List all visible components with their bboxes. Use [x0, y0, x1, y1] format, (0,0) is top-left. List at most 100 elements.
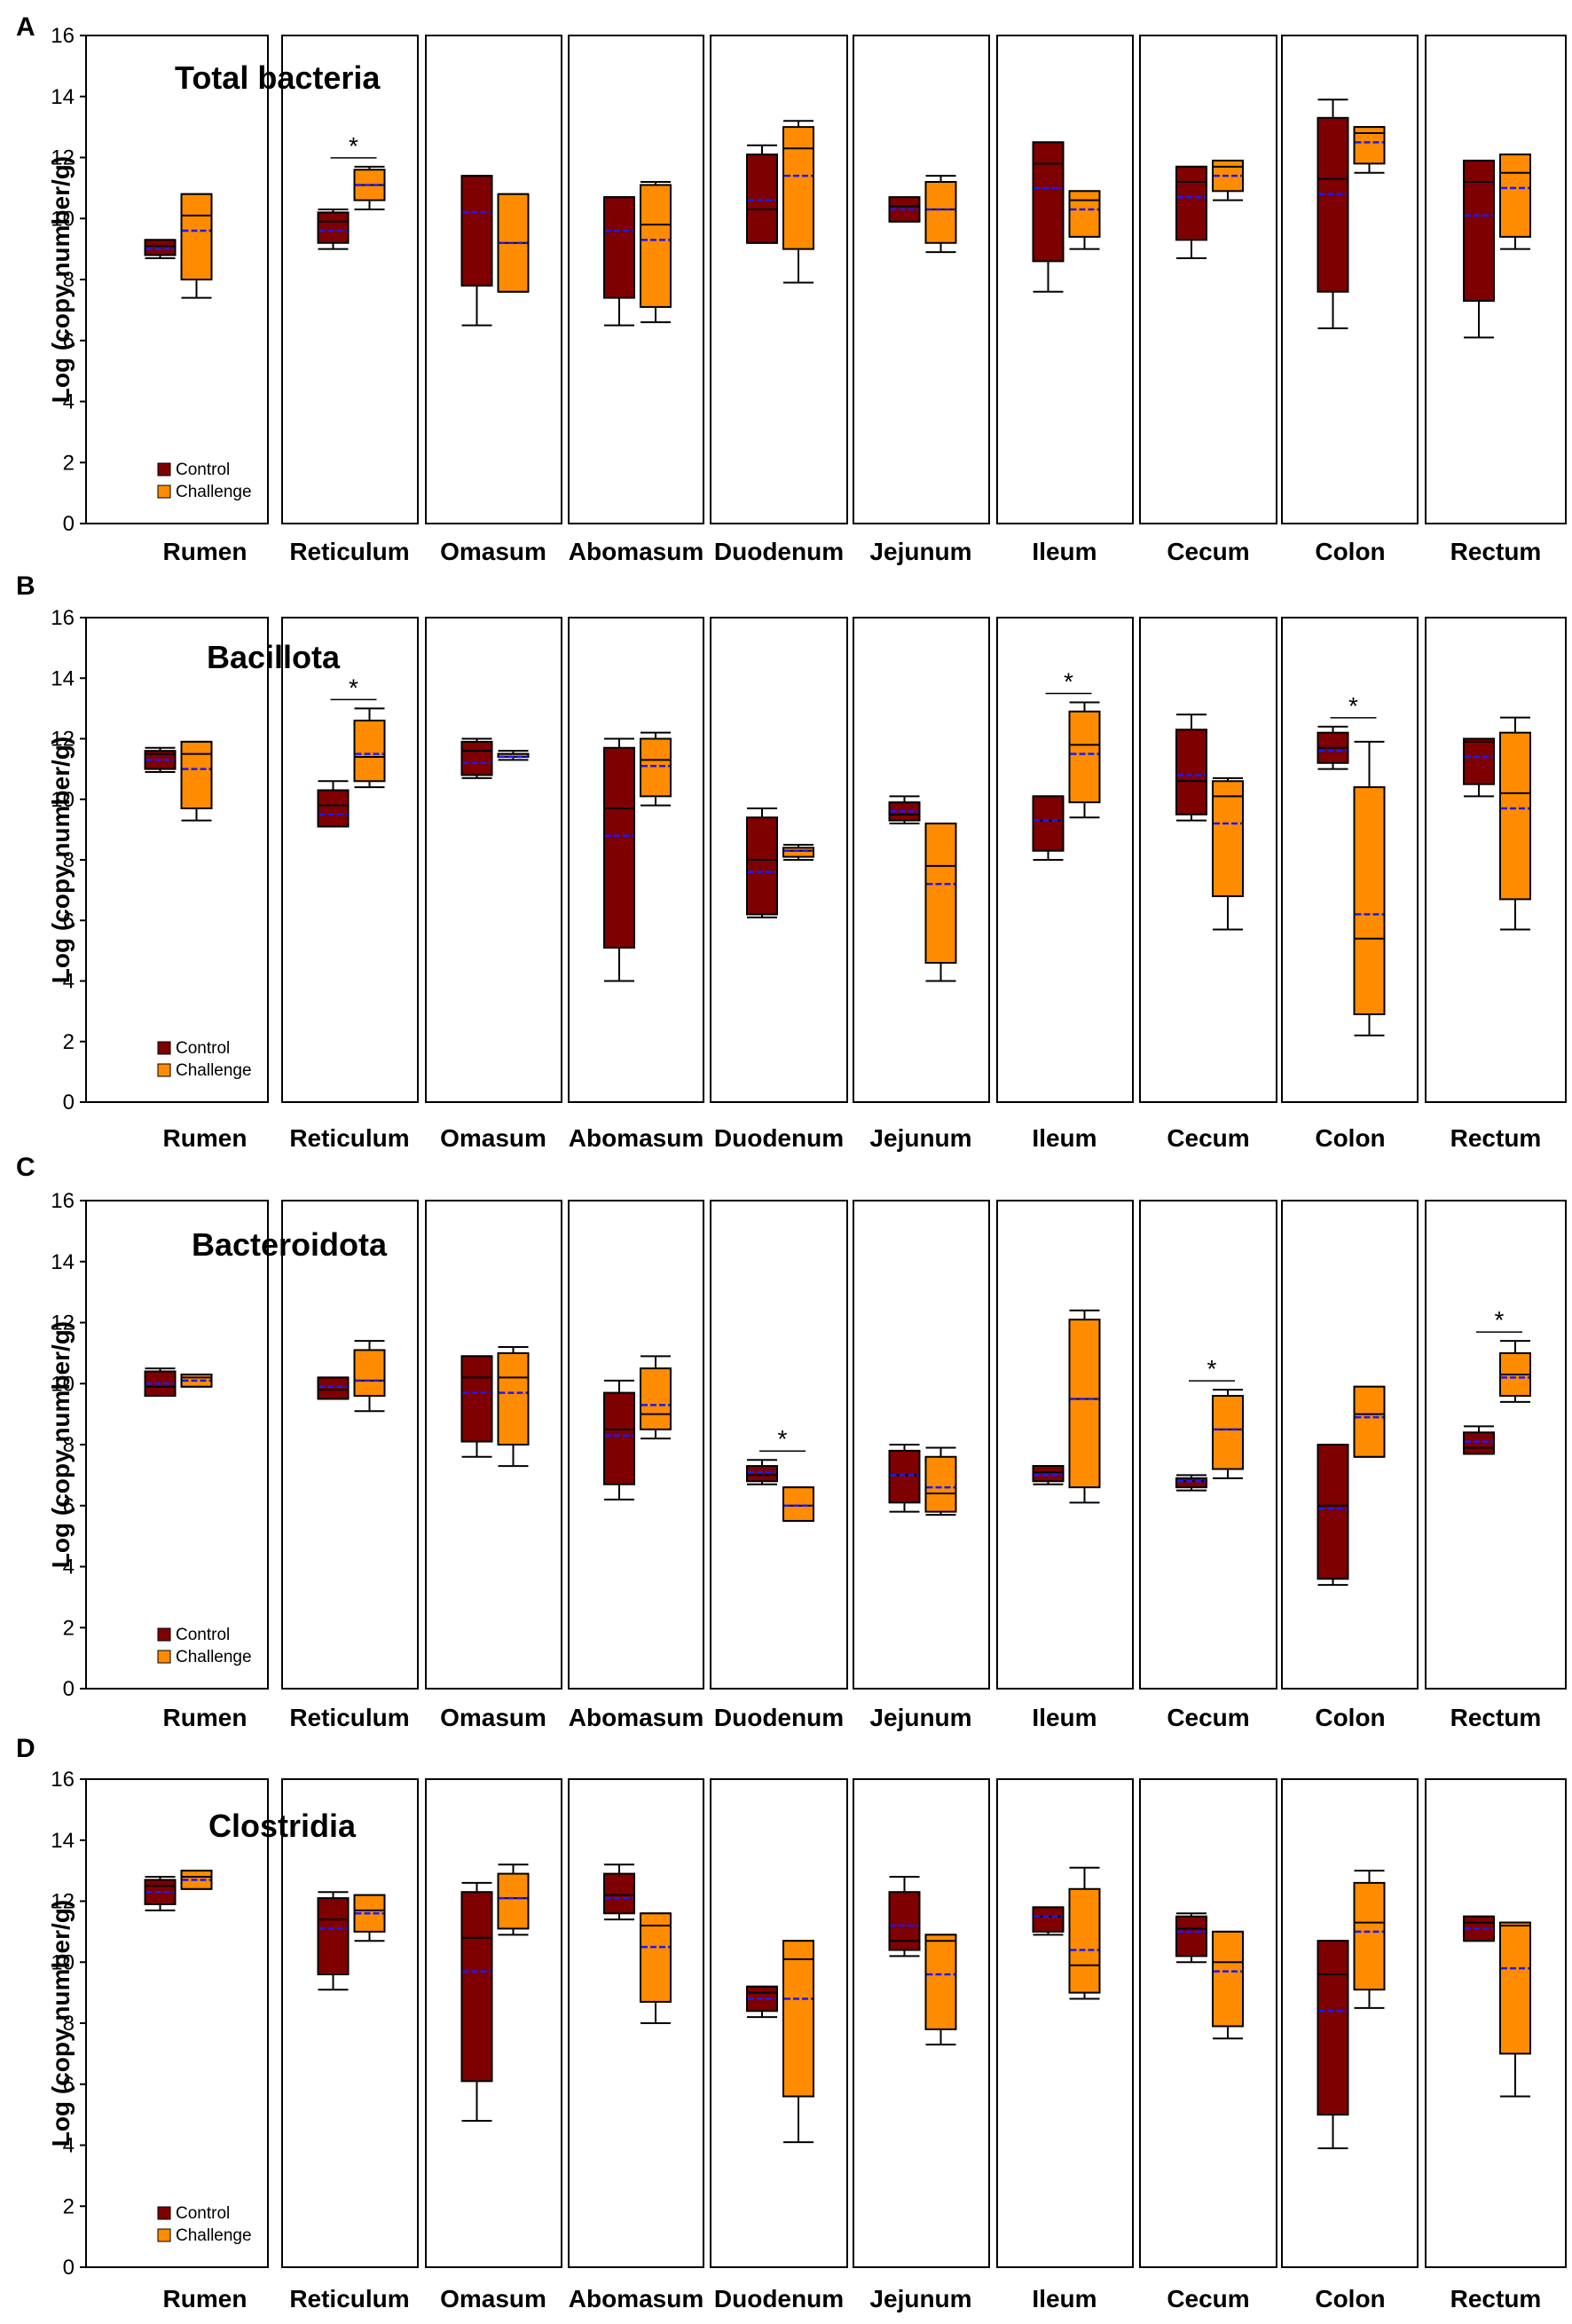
y-tick-label: 0 — [63, 512, 75, 536]
box-challenge — [924, 823, 957, 982]
box-control — [460, 737, 493, 779]
subplot-frame-9 — [1425, 35, 1567, 524]
box-challenge — [924, 1446, 957, 1517]
box-iqr — [1068, 190, 1101, 238]
box-iqr — [1068, 1887, 1101, 1994]
category-label: Reticulum — [289, 538, 409, 565]
box-control — [1463, 737, 1495, 798]
box-challenge — [1212, 1930, 1244, 2040]
significance-star: * — [778, 1425, 788, 1453]
y-tick-label: 2 — [63, 451, 75, 475]
box-iqr — [1463, 159, 1495, 303]
category-label: Abomasum — [569, 538, 703, 565]
box-control — [1032, 795, 1065, 861]
box-challenge — [640, 731, 672, 807]
subplot-frame-4 — [710, 1778, 848, 2268]
box-iqr — [497, 1872, 530, 1930]
box-control — [144, 1367, 177, 1397]
significance-star: * — [349, 132, 358, 160]
box-challenge — [1212, 776, 1244, 931]
subplot-frame-1 — [281, 617, 419, 1103]
box-iqr — [1463, 737, 1495, 785]
y-tick-label: 10 — [51, 788, 75, 812]
y-tick-label: 14 — [51, 85, 75, 109]
box-control — [1317, 98, 1349, 329]
box-challenge — [1353, 1870, 1386, 2009]
box-iqr — [603, 196, 635, 299]
subplot-frame-6 — [996, 35, 1134, 524]
box-control — [317, 780, 350, 828]
subplot-frame-2 — [425, 1778, 562, 2268]
box-iqr — [180, 740, 213, 809]
box-control — [1032, 141, 1065, 293]
box-iqr — [1175, 165, 1207, 241]
box-iqr — [603, 1872, 635, 1915]
box-challenge — [1068, 1309, 1101, 1504]
subplot-frame-7 — [1139, 35, 1277, 524]
category-label: Rectum — [1450, 1704, 1542, 1731]
significance-star: * — [1495, 1306, 1505, 1334]
box-iqr — [640, 1367, 672, 1430]
y-tick-label: 8 — [63, 1433, 75, 1457]
box-challenge — [1353, 126, 1386, 174]
box-challenge — [1499, 1340, 1531, 1403]
legend-swatch — [157, 484, 171, 499]
box-iqr — [317, 789, 350, 828]
legend-swatch — [157, 1041, 171, 1055]
box-challenge — [1499, 154, 1531, 250]
category-label: Ileum — [1032, 1704, 1096, 1731]
box-control — [888, 795, 921, 825]
box-control — [1317, 1940, 1349, 2149]
y-tick-label: 4 — [63, 1556, 75, 1580]
box-iqr — [603, 1391, 635, 1485]
box-challenge — [180, 193, 213, 299]
subplot-frame-4 — [710, 1200, 848, 1690]
category-label: Colon — [1315, 1704, 1385, 1731]
y-tick-label: 16 — [51, 1768, 75, 1792]
y-axis-label: Log (copy number/g) — [47, 1321, 75, 1568]
category-label: Reticulum — [289, 1704, 409, 1731]
box-iqr — [1499, 1921, 1531, 2055]
box-iqr — [746, 154, 778, 244]
box-control — [1032, 1465, 1065, 1485]
box-control — [1463, 1425, 1495, 1455]
box-iqr — [640, 1912, 672, 2003]
category-label: Omasum — [440, 1124, 546, 1152]
box-challenge — [497, 193, 530, 293]
category-label: Ileum — [1032, 2285, 1096, 2312]
box-challenge — [1068, 190, 1101, 250]
box-iqr — [1212, 780, 1244, 897]
box-control — [603, 196, 635, 327]
box-challenge — [1212, 159, 1244, 201]
subplot-frame-3 — [568, 35, 704, 524]
box-iqr — [1212, 1395, 1244, 1470]
box-control — [1175, 1912, 1207, 1964]
panel-letter: B — [16, 571, 35, 601]
subplot-frame-4 — [710, 617, 848, 1103]
legend-swatch — [157, 1650, 171, 1664]
category-label: Cecum — [1167, 2285, 1249, 2312]
y-tick-label: 16 — [51, 606, 75, 630]
box-challenge — [782, 120, 814, 284]
box-challenge — [353, 1894, 386, 1942]
box-challenge — [353, 1340, 386, 1413]
category-label: Ileum — [1032, 538, 1096, 565]
category-label: Rumen — [163, 2285, 248, 2312]
legend-label: Challenge — [176, 483, 252, 501]
category-label: Omasum — [440, 2285, 546, 2312]
box-control — [603, 1863, 635, 1921]
panel-title: Clostridia — [208, 1808, 357, 1844]
box-challenge — [782, 1486, 814, 1522]
box-iqr — [1499, 154, 1531, 238]
category-label: Duodenum — [714, 538, 844, 565]
box-iqr — [924, 1934, 957, 2030]
box-iqr — [1068, 710, 1101, 804]
y-tick-label: 6 — [63, 2073, 75, 2097]
y-tick-label: 14 — [51, 1250, 75, 1274]
category-label: Colon — [1315, 2285, 1385, 2312]
box-challenge — [180, 740, 213, 822]
y-tick-label: 12 — [51, 1890, 75, 1914]
category-label: Colon — [1315, 1124, 1385, 1152]
legend-swatch — [157, 462, 171, 477]
y-tick-label: 6 — [63, 329, 75, 353]
